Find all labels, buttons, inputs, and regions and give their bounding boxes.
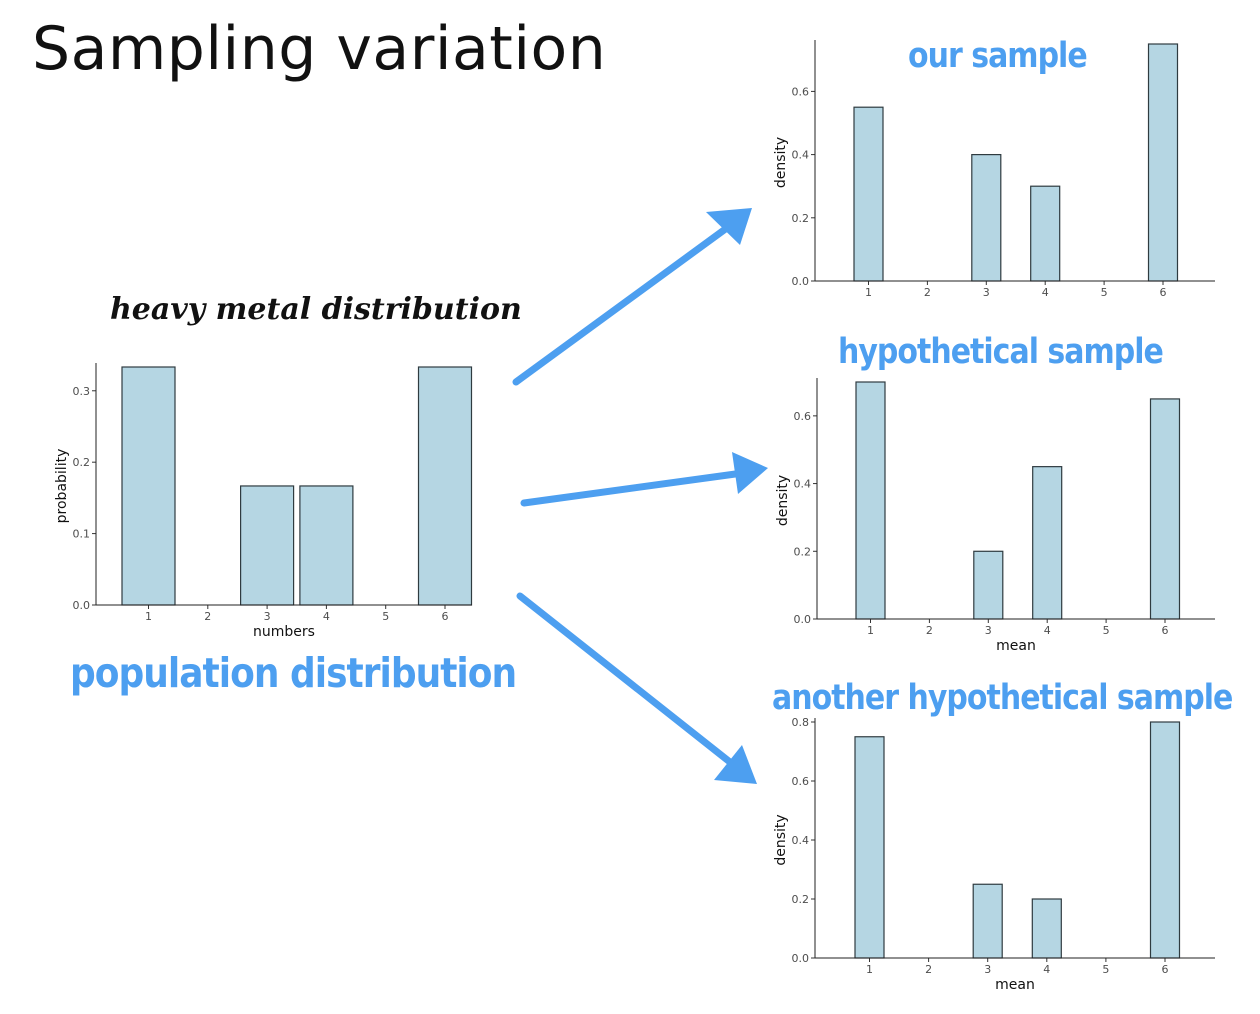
y-tick-label: 0.3 — [73, 385, 91, 398]
x-tick-label: 5 — [382, 610, 389, 623]
x-axis-label: mean — [995, 977, 1035, 993]
bar-4 — [1031, 898, 1062, 959]
y-tick-label: 0.8 — [792, 716, 810, 729]
sample-title-our: our sample — [908, 36, 1088, 77]
x-tick-label: 2 — [926, 624, 933, 637]
x-tick-label: 4 — [1043, 963, 1050, 976]
bar-1 — [853, 106, 884, 282]
y-axis-label: density — [773, 814, 789, 865]
x-tick-label: 5 — [1102, 963, 1109, 976]
y-tick-label: 0.6 — [792, 85, 810, 98]
heavy-metal-label: heavy metal distribution — [110, 292, 522, 327]
y-tick-label: 0.2 — [794, 545, 812, 558]
arrow-to-hypothetical-sample — [520, 452, 768, 507]
bar-1 — [854, 736, 885, 959]
x-axis-label: numbers — [253, 624, 315, 640]
bar-1 — [855, 381, 886, 620]
y-axis-label: density — [773, 137, 789, 188]
y-tick-label: 0.4 — [792, 149, 810, 162]
y-tick-label: 0.6 — [794, 410, 812, 423]
y-tick-label: 0.4 — [794, 478, 812, 491]
y-tick-label: 0.2 — [792, 212, 810, 225]
y-tick-label: 0.2 — [73, 456, 91, 469]
x-axis-label: mean — [996, 638, 1036, 654]
bar-6 — [1147, 43, 1179, 282]
x-tick-label: 6 — [1160, 286, 1167, 299]
bar-1 — [121, 366, 176, 606]
x-tick-label: 5 — [1101, 286, 1108, 299]
x-tick-label: 3 — [984, 963, 991, 976]
bar-3 — [973, 550, 1004, 620]
x-tick-label: 2 — [204, 610, 211, 623]
x-tick-label: 2 — [924, 286, 931, 299]
sample-title-another: another hypothetical sample — [772, 678, 1233, 719]
bar-6 — [417, 366, 473, 606]
x-tick-label: 4 — [1042, 286, 1049, 299]
page-title: Sampling variation — [32, 14, 607, 84]
y-tick-label: 0.0 — [792, 275, 810, 288]
x-tick-label: 3 — [985, 624, 992, 637]
bar-3 — [240, 485, 295, 606]
y-axis-label: probability — [54, 449, 70, 524]
y-tick-label: 0.2 — [792, 893, 810, 906]
bar-3 — [972, 883, 1003, 959]
bar-4 — [299, 485, 354, 606]
bar-6 — [1149, 398, 1181, 620]
x-tick-label: 2 — [925, 963, 932, 976]
bar-4 — [1030, 185, 1061, 282]
y-tick-label: 0.0 — [794, 613, 812, 626]
x-tick-label: 1 — [866, 963, 873, 976]
y-axis-label: density — [775, 475, 791, 526]
x-tick-label: 3 — [983, 286, 990, 299]
y-tick-label: 0.0 — [73, 599, 91, 612]
x-tick-label: 1 — [867, 624, 874, 637]
population-label: population distribution — [70, 650, 517, 698]
x-tick-label: 3 — [264, 610, 271, 623]
x-tick-label: 4 — [1044, 624, 1051, 637]
x-tick-label: 6 — [442, 610, 449, 623]
bar-4 — [1032, 466, 1063, 620]
y-tick-label: 0.1 — [73, 528, 91, 541]
our-sample-chart: 0.0 0.2 0.4 0.6 1 2 3 4 5 6 density — [773, 40, 1215, 299]
y-tick-label: 0.4 — [792, 834, 810, 847]
y-tick-label: 0.0 — [792, 952, 810, 965]
y-tick-label: 0.6 — [792, 775, 810, 788]
bar-3 — [971, 153, 1002, 282]
arrow-to-our-sample — [512, 208, 752, 386]
x-tick-label: 1 — [145, 610, 152, 623]
arrow-to-another-sample — [516, 592, 757, 784]
sample-title-hypothetical: hypothetical sample — [838, 332, 1164, 373]
x-tick-label: 1 — [865, 286, 872, 299]
x-tick-label: 6 — [1162, 624, 1169, 637]
hypothetical-sample-chart: 0.0 0.2 0.4 0.6 1 2 3 4 5 6 density mean — [775, 378, 1215, 654]
x-tick-label: 6 — [1162, 963, 1169, 976]
x-tick-label: 4 — [323, 610, 330, 623]
another-hypothetical-sample-chart: 0.0 0.2 0.4 0.6 0.8 1 2 3 4 5 6 density mean — [773, 716, 1215, 993]
population-chart: 0.0 0.1 0.2 0.3 1 2 3 4 5 6 probability numbers — [54, 363, 473, 640]
x-tick-label: 5 — [1103, 624, 1110, 637]
